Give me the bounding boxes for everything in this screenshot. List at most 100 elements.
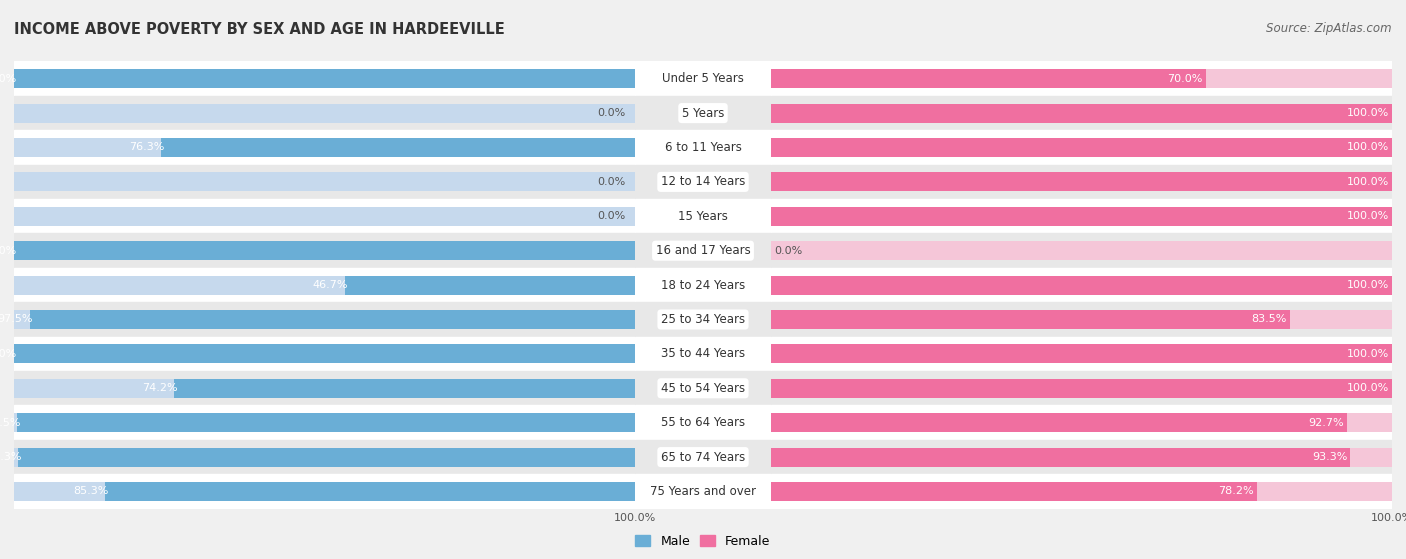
Text: 0.0%: 0.0% xyxy=(598,108,626,118)
Text: 93.3%: 93.3% xyxy=(1312,452,1347,462)
Bar xyxy=(772,276,1392,295)
Bar xyxy=(772,371,1392,405)
Bar xyxy=(772,405,1392,440)
Bar xyxy=(772,138,1392,157)
Bar xyxy=(344,276,634,295)
Bar xyxy=(772,268,1392,302)
Text: 99.5%: 99.5% xyxy=(0,418,20,428)
Bar xyxy=(14,337,634,371)
Bar xyxy=(174,379,634,398)
Bar xyxy=(14,165,634,199)
Bar xyxy=(772,379,1392,398)
Bar xyxy=(105,482,634,501)
Bar xyxy=(14,371,634,405)
Bar xyxy=(14,276,634,295)
Text: 55 to 64 Years: 55 to 64 Years xyxy=(661,416,745,429)
Text: 75 Years and over: 75 Years and over xyxy=(650,485,756,498)
Legend: Male, Female: Male, Female xyxy=(630,530,776,553)
Text: 97.5%: 97.5% xyxy=(0,315,32,324)
Bar xyxy=(634,302,772,337)
Bar xyxy=(772,379,1392,398)
Text: 100.0%: 100.0% xyxy=(1347,280,1389,290)
Bar xyxy=(17,413,634,432)
Bar xyxy=(14,130,634,165)
Bar xyxy=(772,207,1392,226)
Text: Source: ZipAtlas.com: Source: ZipAtlas.com xyxy=(1267,22,1392,35)
Text: 0.0%: 0.0% xyxy=(598,177,626,187)
Text: Under 5 Years: Under 5 Years xyxy=(662,72,744,85)
Bar xyxy=(772,276,1392,295)
Bar xyxy=(14,96,634,130)
Bar xyxy=(772,172,1392,191)
Bar xyxy=(14,344,634,363)
Bar xyxy=(14,379,634,398)
Bar xyxy=(772,482,1257,501)
Bar xyxy=(14,207,634,226)
Text: 70.0%: 70.0% xyxy=(1167,74,1202,84)
Bar xyxy=(772,61,1392,96)
Bar xyxy=(14,241,634,260)
Bar xyxy=(634,234,772,268)
Text: 46.7%: 46.7% xyxy=(312,280,347,290)
Text: 5 Years: 5 Years xyxy=(682,107,724,120)
Bar xyxy=(30,310,634,329)
Bar xyxy=(634,61,772,96)
Text: 18 to 24 Years: 18 to 24 Years xyxy=(661,278,745,292)
Text: 100.0%: 100.0% xyxy=(1347,383,1389,394)
Bar xyxy=(14,482,634,501)
Text: 100.0%: 100.0% xyxy=(0,74,17,84)
Bar xyxy=(14,405,634,440)
Text: 16 and 17 Years: 16 and 17 Years xyxy=(655,244,751,257)
Bar xyxy=(634,268,772,302)
Bar xyxy=(772,207,1392,226)
Bar xyxy=(772,344,1392,363)
Bar xyxy=(772,165,1392,199)
Text: 35 to 44 Years: 35 to 44 Years xyxy=(661,347,745,361)
Bar xyxy=(772,103,1392,122)
Bar xyxy=(634,440,772,474)
Bar xyxy=(772,241,1392,260)
Text: 12 to 14 Years: 12 to 14 Years xyxy=(661,176,745,188)
Text: 100.0%: 100.0% xyxy=(0,349,17,359)
Text: 100.0%: 100.0% xyxy=(1347,177,1389,187)
Bar xyxy=(772,103,1392,122)
Bar xyxy=(772,69,1392,88)
Bar xyxy=(772,234,1392,268)
Text: 100.0%: 100.0% xyxy=(1347,143,1389,153)
Text: 83.5%: 83.5% xyxy=(1251,315,1286,324)
Bar xyxy=(14,69,634,88)
Bar xyxy=(14,103,634,122)
Bar xyxy=(634,199,772,234)
Bar xyxy=(14,241,634,260)
Bar xyxy=(18,448,634,467)
Text: 76.3%: 76.3% xyxy=(129,143,165,153)
Bar xyxy=(14,69,634,88)
Bar xyxy=(772,344,1392,363)
Bar xyxy=(14,199,634,234)
Text: 0.0%: 0.0% xyxy=(598,211,626,221)
Text: 85.3%: 85.3% xyxy=(73,486,108,496)
Bar xyxy=(14,138,634,157)
Text: 15 Years: 15 Years xyxy=(678,210,728,223)
Bar xyxy=(14,310,634,329)
Text: 100.0%: 100.0% xyxy=(0,246,17,255)
Text: 25 to 34 Years: 25 to 34 Years xyxy=(661,313,745,326)
Text: 6 to 11 Years: 6 to 11 Years xyxy=(665,141,741,154)
Bar xyxy=(14,448,634,467)
Bar xyxy=(772,440,1392,474)
Bar xyxy=(634,405,772,440)
Text: 100.0%: 100.0% xyxy=(1347,108,1389,118)
Text: 92.7%: 92.7% xyxy=(1308,418,1344,428)
Bar xyxy=(634,337,772,371)
Bar xyxy=(772,69,1206,88)
Bar xyxy=(772,448,1392,467)
Bar xyxy=(772,172,1392,191)
Bar xyxy=(14,234,634,268)
Bar xyxy=(772,130,1392,165)
Bar xyxy=(772,96,1392,130)
Bar xyxy=(772,482,1392,501)
Bar xyxy=(634,96,772,130)
Bar xyxy=(14,302,634,337)
Bar xyxy=(162,138,634,157)
Bar xyxy=(634,130,772,165)
